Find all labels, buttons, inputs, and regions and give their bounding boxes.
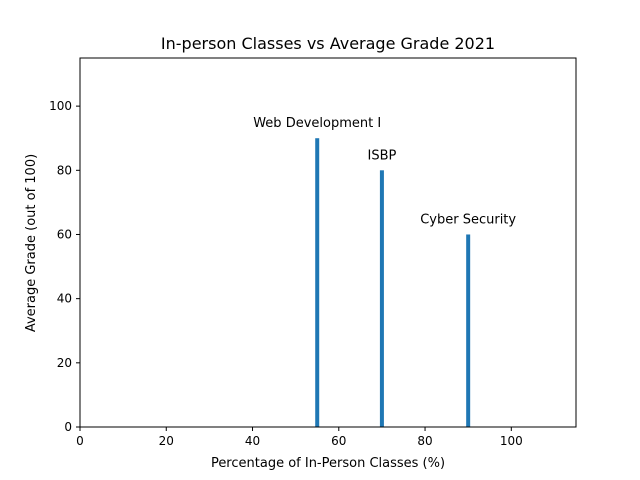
x-tick-label-3: 60 xyxy=(331,434,346,448)
x-axis-label: Percentage of In-Person Classes (%) xyxy=(211,456,445,471)
x-tick-label-2: 40 xyxy=(245,434,260,448)
x-tick-label-1: 20 xyxy=(159,434,174,448)
y-axis-label: Average Grade (out of 100) xyxy=(24,154,39,332)
y-tick-label-4: 80 xyxy=(57,163,72,177)
chart-title: In-person Classes vs Average Grade 2021 xyxy=(161,34,495,53)
x-tick-label-0: 0 xyxy=(76,434,84,448)
bar-label-0: Web Development I xyxy=(253,116,381,131)
x-tick-label-4: 80 xyxy=(417,434,432,448)
plot-frame xyxy=(79,57,577,428)
y-tick-label-1: 20 xyxy=(57,356,72,370)
y-tick-label-5: 100 xyxy=(49,99,72,113)
bar-1 xyxy=(379,170,384,427)
bar-labels-group: Web Development I ISBP Cyber Security xyxy=(253,116,516,227)
bars-group xyxy=(315,138,471,427)
bar-label-2: Cyber Security xyxy=(420,212,516,227)
bar-label-1: ISBP xyxy=(367,148,396,163)
y-axis-ticks: 0 20 40 60 80 100 xyxy=(49,99,80,434)
x-axis-ticks: 0 20 40 60 80 100 xyxy=(76,427,523,448)
y-tick-label-2: 40 xyxy=(57,292,72,306)
y-tick-label-0: 0 xyxy=(64,420,72,434)
bar-2 xyxy=(466,234,471,427)
x-tick-label-5: 100 xyxy=(500,434,523,448)
bar-0 xyxy=(315,138,320,427)
y-tick-label-3: 60 xyxy=(57,227,72,241)
